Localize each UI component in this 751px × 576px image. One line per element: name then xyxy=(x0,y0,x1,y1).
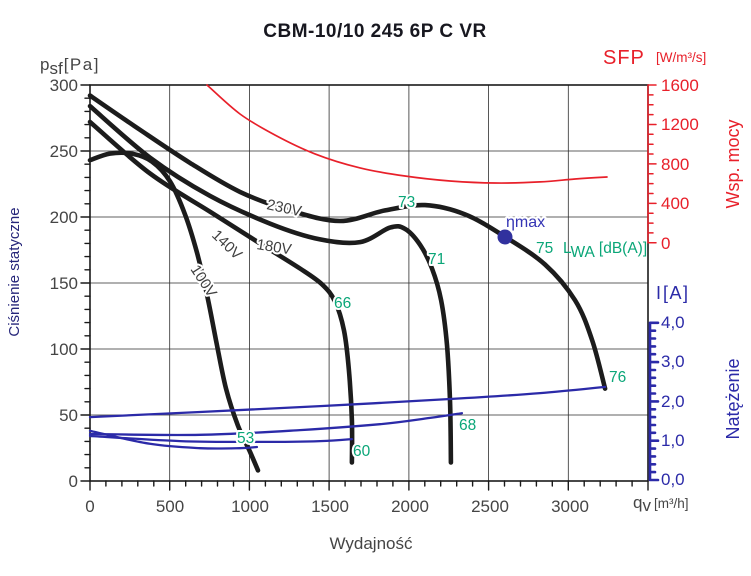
flow-axis-unit: qv [m³/h] xyxy=(633,493,688,515)
flow-symbol-sub: v xyxy=(642,496,651,515)
pressure-axis-tick-marks xyxy=(80,84,91,482)
current-tick-label: 1,0 xyxy=(661,431,685,450)
eta-max-label: ηmax xyxy=(506,214,545,231)
pressure-symbol-sub: sf xyxy=(49,59,63,78)
sfp-tick-label: 800 xyxy=(661,155,689,174)
current-axis-title: Natężenie xyxy=(723,358,743,439)
sfp-axis-line xyxy=(647,84,657,244)
current-tick-label: 0,0 xyxy=(661,470,685,489)
noise-label-75: 75 xyxy=(536,240,553,257)
current-symbol: I xyxy=(656,283,661,303)
sfp-tick-label: 0 xyxy=(661,234,670,253)
current-tick-label: 4,0 xyxy=(661,313,685,332)
curve-180v-pressure xyxy=(87,103,454,465)
sfp-axis-unit: [W/m³/s] xyxy=(656,50,706,65)
curve-180v-current xyxy=(88,412,464,437)
pressure-tick-label: 250 xyxy=(50,142,78,161)
current-tick-label: 2,0 xyxy=(661,392,685,411)
noise-label-53: 53 xyxy=(237,430,254,447)
curve-140v-current xyxy=(88,434,354,444)
noise-label-71: 71 xyxy=(428,251,445,268)
sfp-tick-label: 1600 xyxy=(661,76,699,95)
curve-230v-current xyxy=(88,385,607,419)
current-axis-line xyxy=(648,321,660,482)
current-tick-label: 3,0 xyxy=(661,352,685,371)
curve-label-180v: 180V xyxy=(255,236,292,258)
axis-ticks xyxy=(80,84,660,491)
current-unit: [A] xyxy=(663,283,690,303)
flow-axis-title: Wydajność xyxy=(330,534,413,553)
pressure-tick-label: 0 xyxy=(69,472,78,491)
sfp-tick-label: 400 xyxy=(661,194,689,213)
sfp-axis-title: Wsp. mocy xyxy=(723,119,743,208)
flow-axis-tick-marks xyxy=(89,480,649,491)
curve-sfp xyxy=(206,84,608,184)
sfp-tick-label: 1200 xyxy=(661,115,699,134)
pressure-tick-label: 300 xyxy=(50,76,78,95)
flow-tick-label: 2500 xyxy=(471,497,509,516)
current-axis-symbol: I [A] xyxy=(656,283,690,303)
curves xyxy=(87,84,608,473)
lwa-symbol-sub: WA xyxy=(570,244,595,261)
pressure-axis-title: Ciśnienie statyczne xyxy=(6,207,23,336)
flow-tick-label: 3000 xyxy=(551,497,589,516)
curve-100v-pressure xyxy=(87,150,261,473)
flow-tick-label: 1000 xyxy=(231,497,269,516)
pressure-tick-label: 100 xyxy=(50,340,78,359)
curve-230v-pressure xyxy=(87,93,608,391)
lwa-symbol: L xyxy=(563,240,572,257)
flow-tick-label: 2000 xyxy=(391,497,429,516)
chart-title: CBM-10/10 245 6P C VR xyxy=(263,21,486,42)
flow-tick-label: 500 xyxy=(156,497,184,516)
flow-symbol: q xyxy=(633,493,642,512)
curve-100v-current xyxy=(88,429,259,450)
curve-140v-pressure xyxy=(87,119,355,465)
pressure-symbol: p xyxy=(40,55,49,74)
flow-tick-label: 1500 xyxy=(311,497,349,516)
sfp-axis-symbol: SFP xyxy=(603,47,645,69)
lwa-unit: [dB(A)] xyxy=(599,240,647,257)
noise-label-76: 76 xyxy=(609,369,626,386)
curve-label-100v: 100V xyxy=(187,262,220,301)
noise-label-73: 73 xyxy=(398,194,415,211)
pressure-unit: [Pa] xyxy=(64,55,100,74)
lwa-legend: LWA [dB(A)] xyxy=(563,240,647,261)
noise-label-60: 60 xyxy=(353,443,371,460)
noise-label-66: 66 xyxy=(334,295,351,312)
pressure-tick-label: 200 xyxy=(50,208,78,227)
eta-max-point xyxy=(497,229,513,245)
pressure-tick-label: 150 xyxy=(50,274,78,293)
flow-unit: [m³/h] xyxy=(654,496,689,511)
noise-label-68: 68 xyxy=(459,417,476,434)
pressure-tick-label: 50 xyxy=(59,406,78,425)
flow-tick-label: 0 xyxy=(85,497,94,516)
pressure-axis-symbol: psf[Pa] xyxy=(40,55,100,78)
